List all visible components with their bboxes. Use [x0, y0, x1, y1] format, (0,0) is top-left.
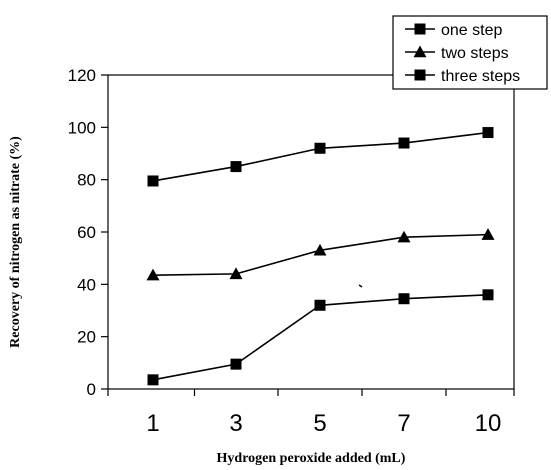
y-axis: 0 20 40 60 80 100 120	[68, 66, 108, 399]
y-tick-label: 20	[77, 328, 96, 347]
x-tick-label: 3	[229, 410, 242, 437]
legend: one step two steps three steps	[392, 15, 548, 90]
data-point	[230, 161, 242, 173]
plot-area	[107, 74, 515, 390]
y-tick-label: 100	[68, 118, 96, 137]
legend-marker	[414, 23, 426, 35]
data-point	[147, 175, 159, 187]
series-one-step	[147, 289, 494, 386]
legend-label: two steps	[441, 45, 509, 62]
plot-border	[107, 74, 515, 390]
data-point	[398, 137, 410, 149]
data-point	[314, 299, 326, 311]
x-tick-label: 10	[475, 410, 502, 437]
x-tick-label: 5	[313, 410, 326, 437]
data-point	[397, 230, 411, 243]
series-layer	[146, 127, 495, 386]
x-tick-label: 7	[397, 410, 410, 437]
series-line	[152, 131, 489, 182]
x-axis-title: Hydrogen peroxide added (mL)	[217, 451, 406, 466]
y-tick-label: 0	[87, 380, 96, 399]
y-axis-title: Recovery of nitrogen as nitrate (%)	[8, 136, 23, 348]
series-two-steps	[146, 228, 495, 281]
data-point	[313, 243, 327, 256]
data-point	[147, 374, 159, 386]
y-tick-label: 80	[77, 171, 96, 190]
legend-label: one step	[441, 22, 502, 39]
legend-marker	[414, 69, 426, 81]
x-axis: 1 3 5 7 10	[107, 389, 515, 437]
data-point	[314, 142, 326, 154]
stray-mark	[358, 284, 363, 288]
data-point	[146, 268, 160, 281]
legend-label: three steps	[441, 68, 520, 85]
y-tick-label: 120	[68, 66, 96, 85]
data-point	[398, 293, 410, 305]
legend-item: one step	[405, 22, 502, 39]
legend-item: three steps	[405, 68, 520, 85]
x-tick-label: 1	[146, 410, 159, 437]
y-tick-label: 40	[77, 275, 96, 294]
data-point	[230, 358, 242, 370]
legend-item: two steps	[405, 45, 509, 62]
series-three-steps	[147, 127, 494, 187]
data-point	[481, 228, 495, 240]
y-tick-label: 60	[77, 223, 96, 242]
data-point	[229, 267, 243, 280]
legend-marker	[413, 45, 427, 58]
data-point	[482, 289, 494, 301]
data-point	[482, 127, 494, 139]
